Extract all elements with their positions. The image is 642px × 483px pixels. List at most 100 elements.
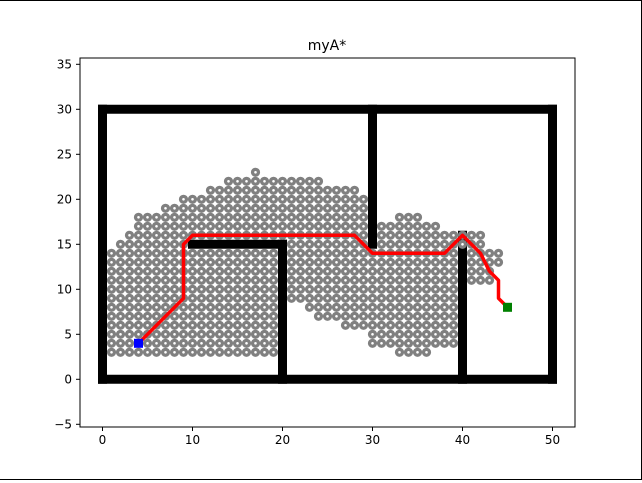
closed-node-marker: [317, 180, 320, 183]
explored-node: [115, 275, 126, 285]
explored-node: [205, 329, 216, 339]
explored-node: [322, 239, 333, 249]
closed-node-marker: [335, 189, 338, 192]
closed-node-marker: [119, 306, 122, 309]
closed-node-marker: [182, 225, 185, 228]
path-layer: [136, 233, 510, 346]
explored-node: [259, 329, 270, 339]
explored-node: [115, 284, 126, 294]
closed-node-marker: [344, 198, 347, 201]
closed-node-marker: [182, 207, 185, 210]
closed-node-marker: [254, 180, 257, 183]
explored-node: [250, 275, 261, 285]
closed-node-marker: [290, 243, 293, 246]
explored-node: [160, 239, 171, 249]
closed-node-marker: [245, 189, 248, 192]
closed-node-marker: [245, 279, 248, 282]
explored-node: [340, 221, 351, 231]
closed-node-marker: [452, 297, 455, 300]
explored-node: [250, 176, 261, 186]
closed-node-marker: [380, 243, 383, 246]
closed-node-marker: [173, 243, 176, 246]
x-tick-label: 50: [545, 433, 560, 447]
explored-node: [268, 338, 279, 348]
closed-node-marker: [362, 252, 365, 255]
explored-node: [115, 320, 126, 330]
closed-node-marker: [191, 297, 194, 300]
explored-node: [268, 347, 279, 357]
explored-node: [160, 212, 171, 222]
closed-node-marker: [452, 234, 455, 237]
closed-node-marker: [128, 243, 131, 246]
closed-node-marker: [155, 297, 158, 300]
explored-node: [340, 248, 351, 258]
closed-node-marker: [398, 324, 401, 327]
explored-node: [385, 311, 396, 321]
closed-node-marker: [236, 324, 239, 327]
closed-node-marker: [416, 324, 419, 327]
closed-node-marker: [344, 279, 347, 282]
explored-node: [142, 302, 153, 312]
closed-node-marker: [245, 207, 248, 210]
closed-node-marker: [263, 288, 266, 291]
closed-node-marker: [236, 315, 239, 318]
explored-node: [205, 221, 216, 231]
explored-node: [169, 329, 180, 339]
closed-node-marker: [209, 279, 212, 282]
closed-node-marker: [335, 216, 338, 219]
closed-node-marker: [353, 306, 356, 309]
explored-node: [394, 221, 405, 231]
explored-node: [286, 176, 297, 186]
closed-node-marker: [164, 297, 167, 300]
closed-node-marker: [425, 288, 428, 291]
closed-node-marker: [128, 324, 131, 327]
closed-node-marker: [290, 270, 293, 273]
closed-node-marker: [416, 225, 419, 228]
explored-node: [196, 311, 207, 321]
explored-node: [151, 221, 162, 231]
closed-node-marker: [119, 288, 122, 291]
explored-node: [169, 239, 180, 249]
explored-node: [421, 320, 432, 330]
explored-node: [322, 257, 333, 267]
explored-node: [439, 302, 450, 312]
explored-node: [187, 275, 198, 285]
closed-node-marker: [137, 297, 140, 300]
explored-node: [106, 284, 117, 294]
explored-node: [421, 266, 432, 276]
closed-node-marker: [398, 288, 401, 291]
explored-node: [295, 275, 306, 285]
closed-node-marker: [362, 315, 365, 318]
closed-node-marker: [173, 297, 176, 300]
explored-node: [367, 302, 378, 312]
closed-node-marker: [209, 189, 212, 192]
closed-node-marker: [254, 189, 257, 192]
closed-node-marker: [434, 279, 437, 282]
closed-node-marker: [353, 216, 356, 219]
closed-node-marker: [245, 261, 248, 264]
explored-node: [259, 293, 270, 303]
closed-node-marker: [128, 333, 131, 336]
explored-node: [232, 221, 243, 231]
closed-node-marker: [308, 243, 311, 246]
explored-node: [223, 248, 234, 258]
explored-node: [322, 275, 333, 285]
explored-node: [349, 320, 360, 330]
explored-node: [394, 284, 405, 294]
astar-path-line: [136, 233, 510, 346]
closed-node-marker: [434, 306, 437, 309]
explored-node: [331, 194, 342, 204]
closed-node-marker: [236, 261, 239, 264]
closed-node-marker: [335, 279, 338, 282]
explored-node: [124, 320, 135, 330]
explored-node: [214, 212, 225, 222]
closed-node-marker: [227, 342, 230, 345]
explored-node: [403, 266, 414, 276]
explored-node: [385, 257, 396, 267]
explored-node: [394, 302, 405, 312]
explored-node: [187, 338, 198, 348]
closed-node-marker: [200, 297, 203, 300]
closed-node-marker: [164, 234, 167, 237]
explored-node: [160, 275, 171, 285]
explored-node: [439, 338, 450, 348]
